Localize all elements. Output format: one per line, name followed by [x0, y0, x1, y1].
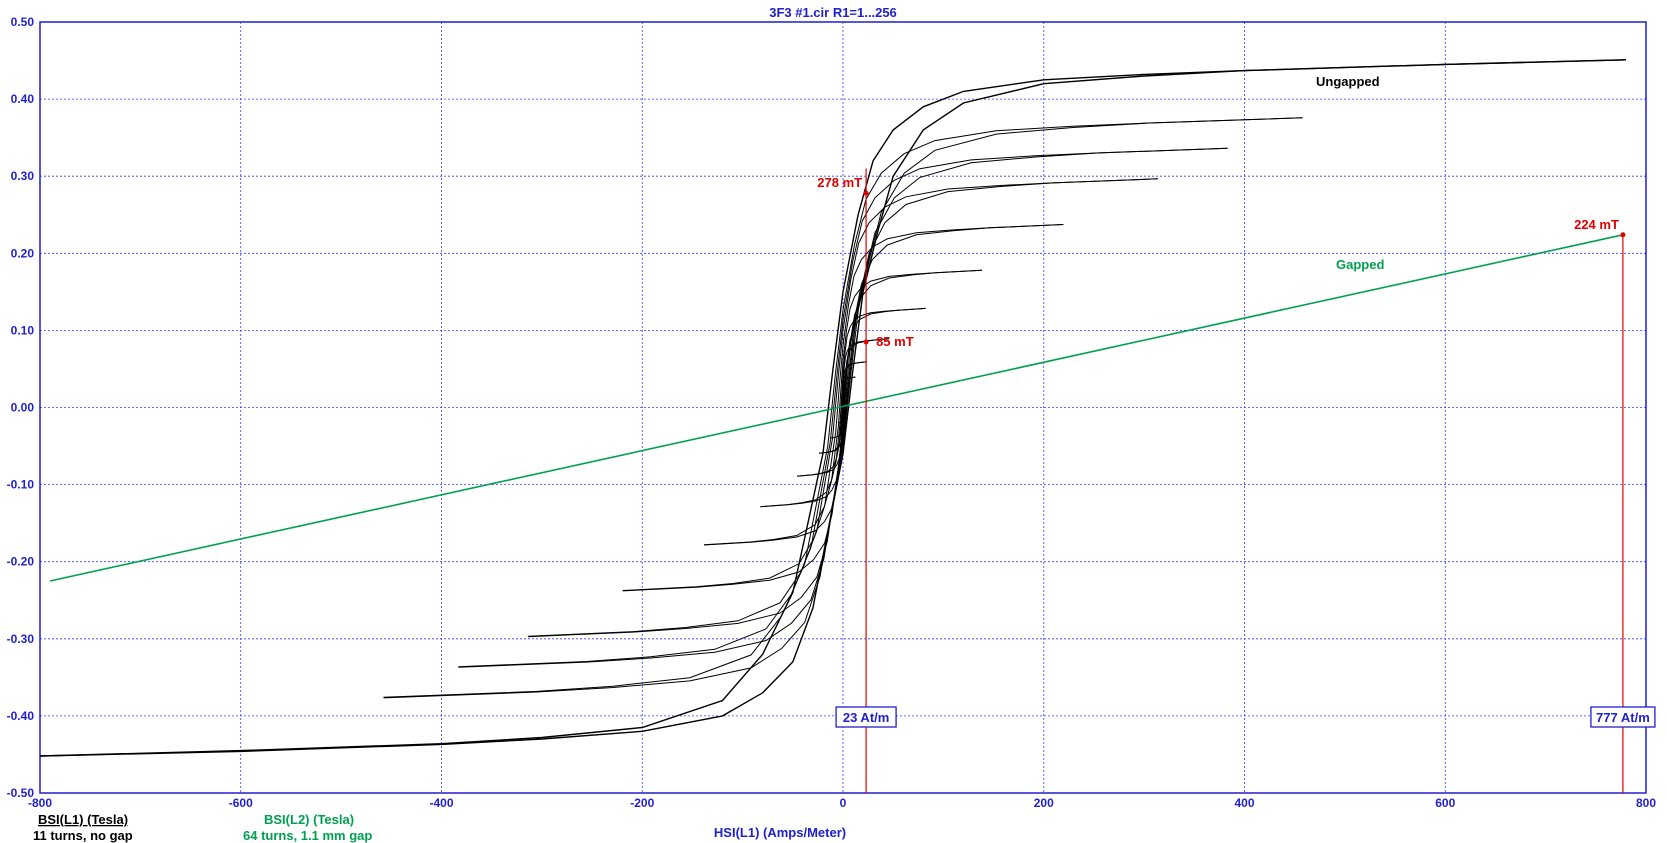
ungapped-minor-loop — [383, 117, 1303, 698]
y-tick-label: -0.10 — [7, 478, 35, 492]
cursor-x-readout-box — [1590, 706, 1656, 728]
y-tick-label: -0.30 — [7, 632, 35, 646]
series-label-gapped: Gapped — [1336, 257, 1384, 272]
y-tick-label: -0.20 — [7, 555, 35, 569]
cursor-marker-label: 85 mT — [876, 334, 914, 349]
x-tick-label: -400 — [429, 796, 453, 810]
y-tick-label: 0.30 — [11, 169, 35, 183]
cursor-marker-label: 224 mT — [1574, 217, 1619, 232]
x-tick-label: 200 — [1034, 796, 1054, 810]
x-tick-label: 0 — [840, 796, 847, 810]
series-label-ungapped: Ungapped — [1316, 74, 1380, 89]
y-tick-label: -0.40 — [7, 709, 35, 723]
cursors: 278 mT 85 mT 23 At/m 224 mT 777 At/m — [817, 168, 1656, 793]
x-axis-label: HSI(L1) (Amps/Meter) — [714, 825, 846, 840]
traces — [39, 59, 1626, 757]
y-tick-label: 0.00 — [11, 401, 35, 415]
legend-series-1-name: BSI(L1) (Tesla) — [38, 812, 128, 827]
ungapped-minor-loop — [458, 147, 1228, 668]
x-tick-label: -600 — [229, 796, 253, 810]
ungapped-minor-loop — [703, 269, 983, 546]
x-tick-labels: -800 -600 -400 -200 0 200 400 600 800 — [28, 796, 1656, 810]
cursor-marker — [1620, 232, 1626, 238]
cursor-x-readout-box — [835, 706, 897, 728]
ungapped-minor-loop — [528, 178, 1158, 637]
y-tick-labels: -0.50 -0.40 -0.30 -0.20 -0.10 0.00 0.10 0.20 0.3… — [7, 15, 35, 800]
ungapped-minor-loop — [622, 224, 1064, 591]
cursor-x-readout: 777 At/m — [1596, 710, 1650, 725]
y-tick-label: 0.50 — [11, 15, 35, 29]
ungapped-minor-loop — [838, 391, 848, 424]
y-tick-label: 0.10 — [11, 323, 35, 337]
cursor-marker — [863, 190, 869, 196]
cursor-marker-label: 278 mT — [817, 175, 862, 190]
legend-series-1-note: 11 turns, no gap — [33, 828, 133, 843]
x-tick-label: -800 — [28, 796, 52, 810]
y-tick-label: 0.20 — [11, 246, 35, 260]
y-tick-label: 0.40 — [11, 92, 35, 106]
ungapped-minor-loop — [622, 224, 1064, 592]
cursor-x-readout: 23 At/m — [843, 710, 889, 725]
ungapped-major-loop-ascending — [39, 59, 1626, 757]
cursor-marker — [863, 339, 869, 345]
plot-frame — [39, 21, 1647, 794]
gapped-trace — [49, 234, 1624, 582]
legend-series-2-note: 64 turns, 1.1 mm gap — [243, 828, 372, 843]
ungapped-minor-loop — [458, 147, 1228, 668]
x-tick-label: 600 — [1435, 796, 1455, 810]
y-tick-label: -0.50 — [7, 786, 35, 800]
x-tick-label: -200 — [630, 796, 654, 810]
ungapped-minor-loop — [760, 307, 926, 508]
chart-title: 3F3 #1.cir R1=1...256 — [769, 5, 897, 20]
x-tick-label: 800 — [1636, 796, 1656, 810]
x-tick-label: 400 — [1234, 796, 1254, 810]
ungapped-major-loop-descending — [39, 59, 1626, 757]
ungapped-minor-loop — [528, 178, 1158, 638]
legend-series-2-name: BSI(L2) (Tesla) — [264, 812, 354, 827]
ungapped-minor-loop — [383, 117, 1303, 699]
